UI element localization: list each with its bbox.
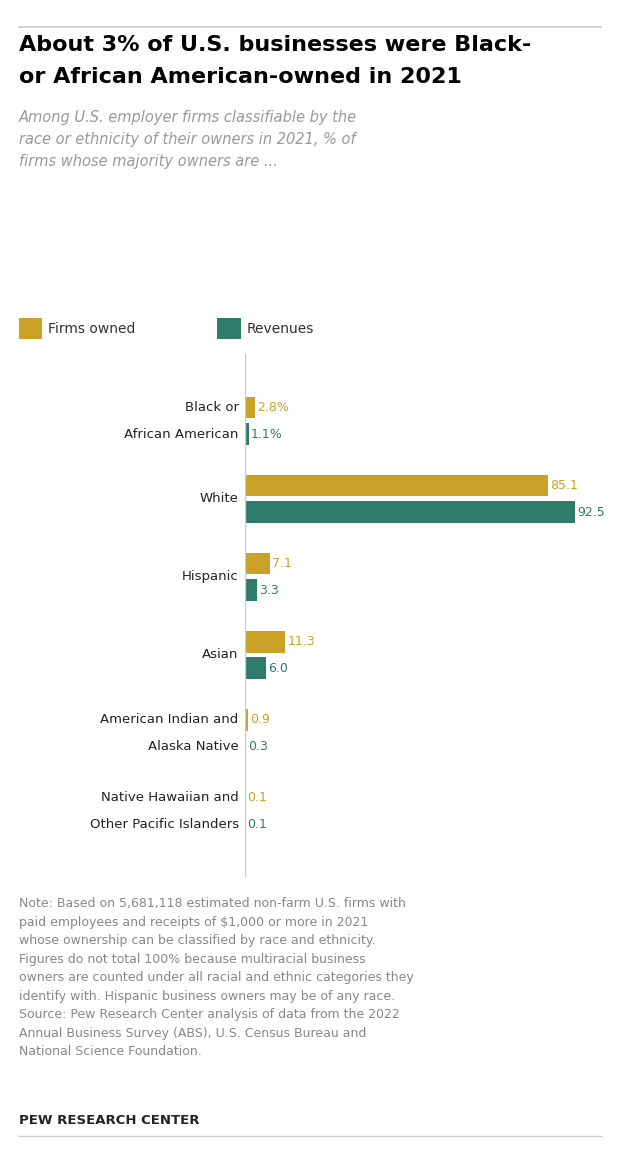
Text: Note: Based on 5,681,118 estimated non-farm U.S. firms with
paid employees and r: Note: Based on 5,681,118 estimated non-f… <box>19 897 414 1059</box>
Text: 85.1: 85.1 <box>551 479 578 492</box>
Text: Asian: Asian <box>202 648 239 661</box>
Text: 0.3: 0.3 <box>248 740 268 753</box>
Text: Hispanic: Hispanic <box>182 571 239 583</box>
Text: 3.3: 3.3 <box>259 583 278 596</box>
Text: African American: African American <box>125 428 239 440</box>
Text: 0.1: 0.1 <box>247 791 267 804</box>
Text: Other Pacific Islanders: Other Pacific Islanders <box>89 818 239 831</box>
Bar <box>245 658 267 679</box>
Bar <box>245 396 255 418</box>
Text: 0.1: 0.1 <box>247 818 267 831</box>
Bar <box>245 553 270 574</box>
Bar <box>245 709 248 731</box>
Text: Revenues: Revenues <box>246 322 314 336</box>
Text: White: White <box>200 493 239 505</box>
Text: 6.0: 6.0 <box>268 661 288 675</box>
Text: Among U.S. employer firms classifiable by the
race or ethnicity of their owners : Among U.S. employer firms classifiable b… <box>19 110 356 168</box>
Bar <box>245 501 575 523</box>
Text: 7.1: 7.1 <box>272 557 292 571</box>
Text: Alaska Native: Alaska Native <box>148 740 239 753</box>
Text: About 3% of U.S. businesses were Black-: About 3% of U.S. businesses were Black- <box>19 35 531 55</box>
Text: Firms owned: Firms owned <box>48 322 135 336</box>
Text: Native Hawaiian and: Native Hawaiian and <box>101 791 239 804</box>
Bar <box>245 474 548 496</box>
Bar <box>245 736 246 758</box>
Text: or African American-owned in 2021: or African American-owned in 2021 <box>19 67 461 87</box>
Text: 11.3: 11.3 <box>287 636 315 648</box>
Text: Black or: Black or <box>185 401 239 414</box>
Text: PEW RESEARCH CENTER: PEW RESEARCH CENTER <box>19 1114 199 1127</box>
Bar <box>245 579 257 601</box>
Text: 1.1%: 1.1% <box>251 428 283 440</box>
Text: 2.8%: 2.8% <box>257 401 289 414</box>
Text: 92.5: 92.5 <box>577 505 604 518</box>
Bar <box>245 423 249 445</box>
Text: American Indian and: American Indian and <box>100 713 239 726</box>
Bar <box>245 631 285 653</box>
Text: 0.9: 0.9 <box>250 713 270 726</box>
